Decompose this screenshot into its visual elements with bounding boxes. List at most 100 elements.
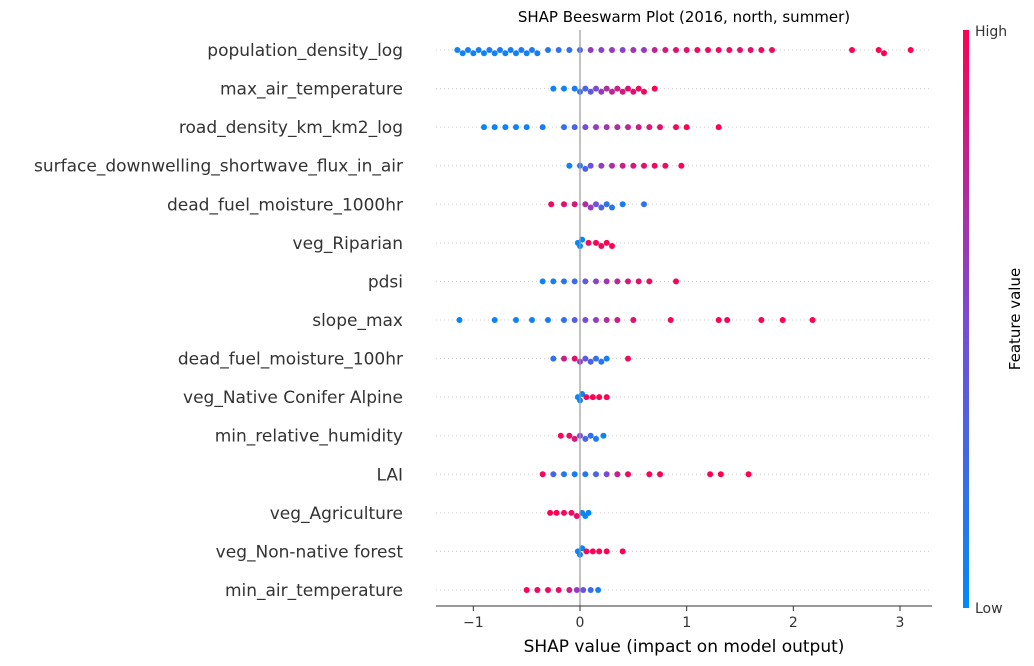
shap-point [571, 355, 578, 362]
feature-label: pdsi [368, 272, 403, 292]
shap-point [683, 124, 690, 131]
shap-point [582, 201, 589, 208]
shap-point [529, 317, 535, 323]
shap-point [673, 124, 679, 131]
shap-point [737, 47, 743, 53]
shap-point [907, 47, 914, 53]
shap-point [593, 239, 599, 246]
shap-point [598, 243, 605, 250]
shap-point [646, 278, 653, 285]
feature-rows: population_density_log max_air_temperatur… [34, 41, 932, 601]
shap-point [715, 124, 722, 131]
shap-point [568, 509, 575, 516]
shap-point [603, 85, 610, 92]
shap-point [630, 47, 637, 53]
shap-point [635, 124, 642, 131]
shap-point [603, 394, 610, 401]
shap-point [673, 47, 679, 53]
shap-point [545, 47, 551, 53]
shap-point [582, 435, 589, 442]
shap-point [587, 432, 594, 439]
shap-point [715, 317, 722, 323]
feature-label: surface_downwelling_shortwave_flux_in_ai… [34, 157, 403, 177]
shap-point [523, 587, 530, 593]
shap-point [598, 47, 605, 53]
shap-point [609, 204, 615, 211]
shap-point [657, 471, 663, 478]
shap-point [619, 88, 626, 95]
shap-point [571, 435, 578, 442]
shap-point [598, 204, 605, 211]
shap-point [534, 50, 541, 57]
shap-point [635, 85, 642, 92]
x-tick-label: 2 [789, 615, 798, 631]
shap-point [582, 355, 589, 362]
shap-point [593, 435, 599, 442]
shap-point [550, 471, 557, 478]
shap-point [641, 162, 647, 169]
shap-point [593, 124, 599, 131]
shap-point [593, 471, 599, 478]
shap-point [481, 124, 487, 131]
shap-point [715, 47, 722, 53]
colorbar-low-label: Low [975, 601, 1003, 617]
shap-point [657, 124, 663, 131]
shap-point [614, 471, 621, 478]
shap-point [726, 47, 733, 53]
shap-point [609, 162, 615, 169]
shap-point [667, 317, 674, 323]
shap-point [625, 85, 631, 92]
feature-label: veg_Non-native forest [216, 542, 404, 562]
shap-point [662, 47, 669, 53]
shap-point [598, 358, 605, 365]
shap-point [486, 47, 493, 53]
shap-point [598, 88, 605, 95]
shap-point [582, 317, 589, 323]
colorbar-title: Feature value [1006, 268, 1024, 370]
shap-point [614, 85, 621, 92]
shap-point [571, 201, 578, 208]
shap-point [598, 162, 605, 169]
shap-points [454, 47, 914, 593]
colorbar-gradient [963, 30, 969, 608]
shap-point [561, 201, 567, 208]
shap-point [707, 471, 714, 478]
shap-point [809, 317, 816, 323]
feature-label: max_air_temperature [220, 80, 403, 100]
shap-point [625, 471, 631, 478]
shap-point [603, 317, 610, 323]
x-axis-label: SHAP value (impact on model output) [524, 637, 845, 657]
shap-point [585, 239, 592, 246]
shap-point [609, 88, 615, 95]
shap-point [625, 278, 631, 285]
shap-point [619, 47, 626, 53]
shap-point [561, 278, 567, 285]
shap-point [545, 317, 551, 323]
shap-point [481, 50, 487, 57]
shap-point [603, 201, 610, 208]
shap-point [646, 124, 653, 131]
shap-point [582, 471, 589, 478]
shap-point [550, 355, 557, 362]
shap-point [571, 278, 578, 285]
x-tick-label: −1 [463, 615, 484, 631]
shap-point [585, 509, 592, 516]
shap-point [630, 162, 637, 169]
shap-point [456, 317, 463, 323]
shap-point [566, 47, 573, 53]
shap-point [614, 124, 621, 131]
shap-point [603, 471, 610, 478]
shap-point [600, 432, 607, 439]
shap-point [454, 47, 461, 53]
shap-point [497, 47, 503, 53]
shap-point [566, 162, 573, 169]
shap-point [571, 124, 578, 131]
colorbar: High Low Feature value [963, 24, 1024, 617]
shap-point [571, 471, 578, 478]
shap-point [475, 47, 482, 53]
shap-point [875, 47, 882, 53]
shap-point [619, 201, 626, 208]
shap-point [603, 239, 610, 246]
shap-point [625, 124, 631, 131]
shap-point [758, 317, 765, 323]
